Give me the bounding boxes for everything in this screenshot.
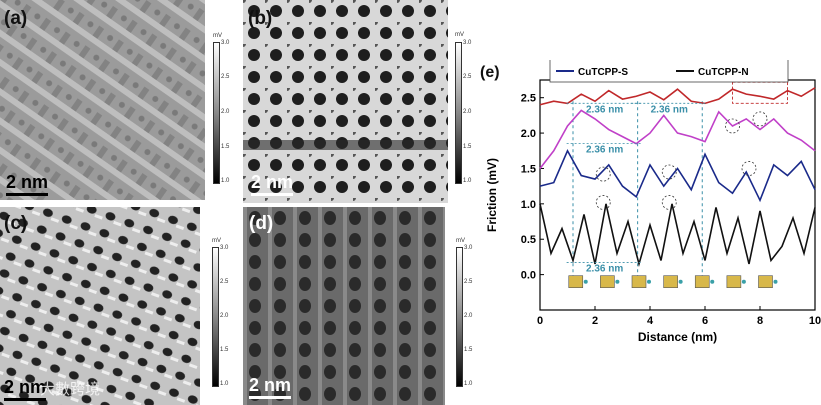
friction-line-chart: 0 2 4 6 8 10 0.0 0.5 1.0 1.5 2.0 2.5 Distance (nm) Fr… (485, 60, 821, 344)
y-tick-label: 0.5 (521, 234, 536, 246)
colorbar-tick: 3.0 (464, 245, 473, 251)
panel-label-a: (a) (4, 8, 28, 29)
panel-label-c: (c) (4, 213, 28, 234)
legend-label: CuTCPP-S (578, 67, 628, 78)
y-tick-label: 2.5 (521, 93, 536, 105)
colorbar-unit-c: mV (212, 238, 221, 244)
colorbar-b (455, 42, 462, 184)
y-tick-label: 1.5 (521, 163, 536, 175)
colorbar-d (456, 247, 463, 387)
series-line-cutcpp-s (539, 148, 816, 203)
scale-bar-d (249, 396, 291, 399)
distance-annotation: 2.36 nm (586, 264, 623, 275)
molecule-atom (741, 279, 746, 284)
scale-label-b: 2 nm (251, 172, 294, 192)
distance-annotation: 2.36 nm (586, 104, 623, 115)
series-line-cutcpp-c (539, 109, 816, 169)
colorbar-c (212, 247, 219, 387)
series-line-cutcpp-p (539, 87, 816, 106)
molecule-atom (583, 279, 588, 284)
afm-image-b (243, 0, 448, 203)
colorbar-tick: 2.0 (221, 109, 230, 115)
highlight-circle (741, 161, 757, 176)
molecule-icon (568, 275, 584, 288)
molecule-atom (773, 279, 778, 284)
distance-annotation: 2.36 nm (651, 104, 688, 115)
scale-bar-a (6, 193, 48, 196)
x-tick-label: 10 (809, 315, 821, 327)
highlight-circle (595, 166, 611, 182)
highlight-circle (661, 164, 677, 180)
molecule-atom (615, 279, 620, 284)
molecule-icon (631, 275, 647, 288)
legend-label: CuTCPP-P (578, 60, 628, 63)
y-tick-label: 1.0 (521, 199, 536, 211)
colorbar-tick: 1.0 (220, 381, 229, 387)
colorbar-tick: 3.0 (463, 40, 472, 46)
scale-label-a: 2 nm (6, 172, 49, 192)
colorbar-a (213, 42, 220, 184)
colorbar-tick: 1.5 (220, 347, 229, 353)
legend-box (549, 60, 789, 83)
x-tick-label: 6 (702, 315, 708, 327)
highlight-circle (725, 118, 740, 134)
colorbar-tick: 1.0 (463, 178, 472, 184)
x-tick-label: 8 (757, 315, 763, 327)
afm-panel-c: (c) 2 nm mV 3.0 2.5 2.0 1.5 1.0 (0, 207, 240, 405)
molecule-icon (726, 275, 742, 288)
panel-label-d: (d) (249, 213, 274, 234)
molecule-atom (678, 279, 683, 284)
colorbar-tick: 1.0 (221, 178, 230, 184)
afm-image-d (243, 207, 445, 405)
x-tick-label: 2 (592, 315, 598, 327)
colorbar-tick: 2.5 (463, 74, 472, 80)
highlight-circle (752, 111, 768, 127)
colorbar-tick: 1.5 (464, 347, 473, 353)
colorbar-unit-a: mV (213, 33, 222, 39)
afm-panel-d: (d) 2 nm mV 3.0 2.5 2.0 1.5 1.0 (243, 207, 483, 405)
watermark: 大數跨境 (40, 380, 101, 398)
colorbar-tick: 2.5 (221, 74, 230, 80)
molecule-atom (710, 279, 715, 284)
highlight-circle (661, 195, 677, 210)
colorbar-unit-d: mV (456, 238, 465, 244)
y-tick-label: 0.0 (521, 270, 536, 282)
series-line-cutcpp-n (539, 203, 816, 268)
scale-label-d: 2 nm (249, 375, 292, 395)
afm-image-a (0, 0, 205, 200)
colorbar-tick: 3.0 (221, 40, 230, 46)
colorbar-tick: 2.5 (464, 279, 473, 285)
x-tick-label: 0 (537, 315, 543, 327)
colorbar-tick: 2.0 (464, 313, 473, 319)
panel-label-e: (e) (480, 64, 500, 81)
colorbar-tick: 2.0 (463, 109, 472, 115)
colorbar-tick: 2.5 (220, 279, 229, 285)
x-tick-label: 4 (647, 315, 654, 327)
molecule-icon (694, 275, 710, 288)
scale-bar-c (4, 398, 46, 401)
distance-annotation: 2.36 nm (586, 145, 623, 156)
molecule-icon (600, 275, 615, 288)
legend-label: CuTCPP-C (698, 60, 749, 63)
afm-image-c (0, 207, 200, 405)
y-axis-label: Friction (mV) (485, 158, 499, 232)
afm-panel-b: (b) 2 nm mV 3.0 2.5 2.0 1.5 1.0 (243, 0, 483, 203)
y-tick-label: 2.0 (521, 128, 536, 140)
colorbar-tick: 3.0 (220, 245, 229, 251)
colorbar-unit-b: mV (455, 32, 464, 38)
molecule-icon (663, 275, 678, 288)
molecule-atom (647, 279, 651, 284)
scale-label-c: 2 nm (4, 377, 47, 397)
legend-label: CuTCPP-N (698, 67, 749, 78)
colorbar-tick: 2.0 (220, 313, 229, 319)
panel-label-b: (b) (248, 8, 273, 29)
highlight-circle (595, 195, 611, 210)
afm-panel-a: (a) 2 nm mV 3.0 2.5 2.0 1.5 1.0 (0, 0, 236, 200)
colorbar-tick: 1.5 (221, 144, 230, 150)
scale-bar-b (251, 193, 293, 196)
x-axis-label: Distance (nm) (638, 330, 717, 344)
colorbar-tick: 1.0 (464, 381, 473, 387)
molecule-icon (758, 275, 773, 288)
colorbar-tick: 1.5 (463, 144, 472, 150)
